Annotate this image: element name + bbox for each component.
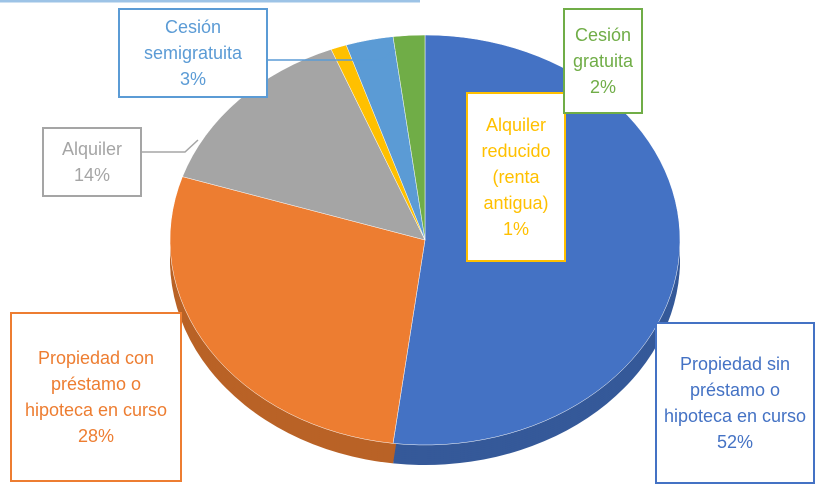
data-label: Cesión gratuita 2%: [563, 8, 643, 114]
data-label: Propiedad con préstamo o hipoteca en cur…: [10, 312, 182, 482]
label-value: 14%: [73, 165, 111, 185]
label-value: 28%: [77, 426, 115, 446]
label-category: Propiedad sin préstamo o hipoteca en cur…: [663, 354, 807, 426]
label-value: 2%: [589, 77, 616, 97]
data-label: Cesión semigratuita 3%: [118, 8, 268, 98]
label-value: 52%: [716, 432, 754, 452]
slice: [392, 34, 426, 241]
label-value: 1%: [502, 219, 529, 239]
leader-line: [142, 139, 199, 153]
label-category: Alquiler reducido (renta antigua): [481, 115, 551, 213]
data-label: Alquiler 14%: [42, 127, 142, 197]
label-category: Cesión gratuita: [572, 25, 634, 71]
leader-line: [268, 49, 396, 61]
data-label: Alquiler reducido (renta antigua) 1%: [466, 92, 566, 262]
label-category: Propiedad con préstamo o hipoteca en cur…: [24, 348, 168, 420]
label-category: Alquiler: [61, 139, 123, 159]
label-category: Cesión semigratuita: [143, 17, 243, 63]
label-value: 3%: [179, 69, 206, 89]
slice: [169, 176, 426, 444]
data-label: Propiedad sin préstamo o hipoteca en cur…: [655, 322, 815, 484]
